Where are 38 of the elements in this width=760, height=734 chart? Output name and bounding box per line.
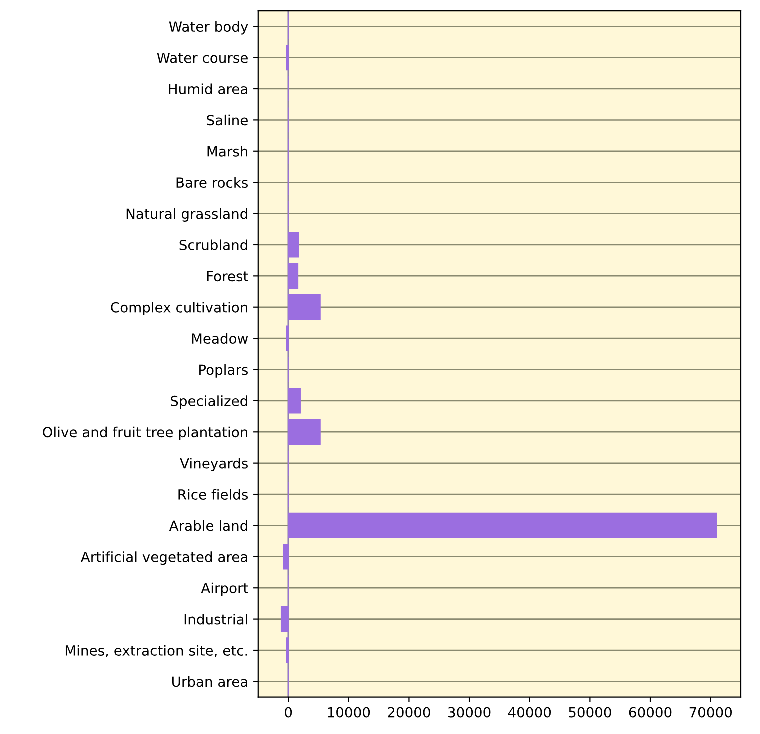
bar — [288, 388, 301, 414]
y-tick-label: Marsh — [208, 146, 248, 157]
y-tick-label: Meadow — [192, 333, 248, 344]
y-tick-label: Artificial vegetated area — [80, 552, 248, 566]
y-tick-label: Scrubland — [180, 240, 248, 250]
y-tick-label: Mines, extraction site, etc. — [66, 645, 248, 658]
y-tick-label: Olive and fruit tree plantation — [43, 426, 248, 440]
y-tick-label: Humid area — [169, 84, 248, 94]
y-tick-label: Water body — [169, 21, 248, 35]
y-tick-label: Vineyards — [180, 458, 248, 472]
y-tick-label: Urban area — [172, 676, 248, 688]
y-tick-label: Rice fields — [178, 489, 248, 500]
x-tick-label: 30000 — [448, 707, 491, 718]
y-tick-label: Specialized — [171, 396, 248, 410]
x-tick-label: 70000 — [690, 707, 732, 718]
y-tick-label: Poplars — [200, 364, 248, 378]
y-tick-label: Airport — [201, 582, 248, 596]
bar — [288, 294, 321, 320]
x-tick-label: 50000 — [569, 707, 612, 718]
x-tick-label: 60000 — [629, 707, 672, 718]
bar — [288, 512, 718, 539]
bar — [288, 232, 300, 258]
bar — [280, 606, 289, 632]
y-tick-label: Forest — [207, 271, 248, 282]
y-tick-label: Bare rocks — [176, 177, 248, 188]
y-tick-label: Natural grassland — [126, 208, 248, 222]
y-tick-label: Complex cultivation — [111, 302, 248, 316]
bar — [288, 419, 321, 445]
bar — [288, 263, 299, 289]
x-tick-label: 40000 — [508, 707, 552, 718]
y-tick-label: Water course — [157, 52, 248, 64]
x-tick-label: 20000 — [388, 707, 430, 718]
y-tick-label: Arable land — [169, 520, 248, 532]
x-tick-label: 0 — [285, 707, 292, 718]
y-tick-label: Saline — [207, 114, 248, 126]
y-tick-label: Industrial — [184, 614, 248, 625]
x-tick-label: 10000 — [328, 707, 370, 718]
bar — [283, 544, 289, 570]
